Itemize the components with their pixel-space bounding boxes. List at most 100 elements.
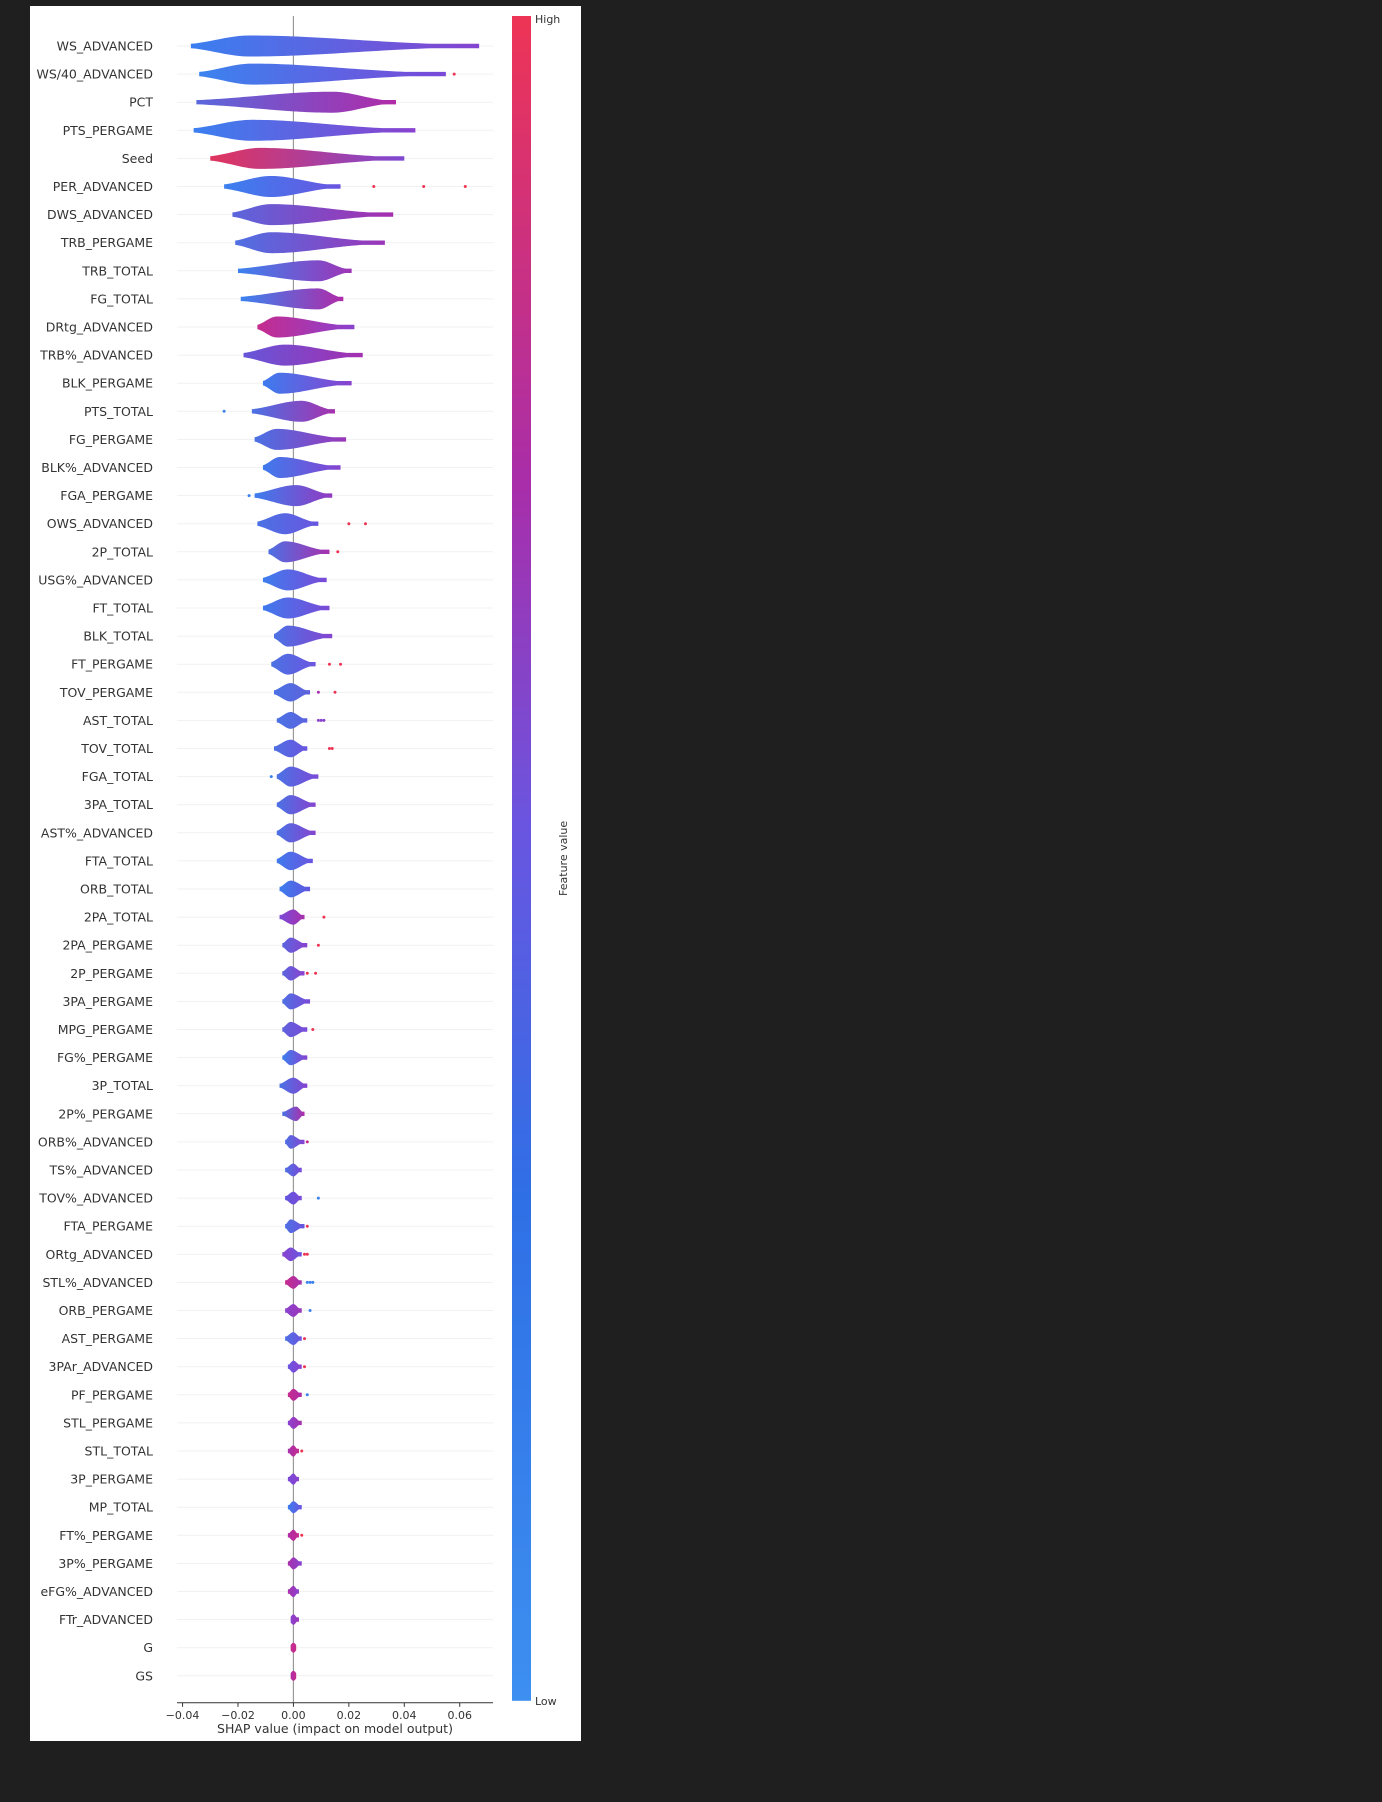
shap-summary-figure: WS_ADVANCED WS/40_ADVANCED PCT PTS_PERGAME S… xyxy=(30,6,581,1741)
colorbar-gradient xyxy=(512,16,531,1701)
x-axis-label: SHAP value (impact on model output) xyxy=(217,1721,453,1736)
feature-label-blk-advanced: BLK%_ADVANCED xyxy=(41,460,153,475)
feature-label-3p-pergame: 3P_PERGAME xyxy=(70,1472,153,1487)
violin-3par-advanced xyxy=(287,1360,302,1373)
violin-trb-pergame xyxy=(235,232,385,254)
outlier-2pa-total xyxy=(322,915,326,919)
feature-label-ws-advanced: WS_ADVANCED xyxy=(57,39,153,54)
outlier-tov-total xyxy=(330,747,334,750)
feature-label-dws-advanced: DWS_ADVANCED xyxy=(47,207,153,222)
violin-fga-pergame xyxy=(254,485,333,507)
outlier-pf-pergame xyxy=(305,1393,309,1397)
outlier-orb-pergame xyxy=(308,1309,312,1312)
feature-label-3p-pergame: 3P%_PERGAME xyxy=(58,1556,153,1571)
feature-label-3p-total: 3P_TOTAL xyxy=(92,1078,153,1093)
violin-dws-advanced xyxy=(232,204,394,226)
outlier-per-advanced xyxy=(463,185,467,188)
feature-label-efg-advanced: eFG%_ADVANCED xyxy=(40,1584,153,1599)
violin-ts-advanced xyxy=(285,1163,302,1177)
feature-label-3par-advanced: 3PAr_ADVANCED xyxy=(49,1359,154,1374)
outlier-tov-advanced xyxy=(316,1196,320,1200)
x-tick-label: −0.04 xyxy=(166,1709,200,1722)
feature-label-pts-pergame: PTS_PERGAME xyxy=(63,123,154,138)
violin-fg-total xyxy=(240,288,344,310)
feature-label-2pa-pergame: 2PA_PERGAME xyxy=(62,938,153,953)
violin-orb-total xyxy=(279,880,311,898)
feature-label-trb-pergame: TRB_PERGAME xyxy=(60,235,153,250)
violin-ast-pergame xyxy=(285,1332,302,1345)
outlier-ortg-advanced xyxy=(305,1252,309,1256)
feature-label-ast-pergame: AST_PERGAME xyxy=(62,1331,154,1346)
feature-label-ft-pergame: FT_PERGAME xyxy=(71,657,153,672)
feature-label-orb-pergame: ORB_PERGAME xyxy=(59,1303,153,1318)
violin-3p-pergame xyxy=(287,1557,302,1570)
feature-label-mp-total: MP_TOTAL xyxy=(89,1500,153,1515)
feature-label-ft-total: FT_TOTAL xyxy=(92,601,153,616)
feature-label-fg-total: FG_TOTAL xyxy=(90,291,153,306)
violin-seed xyxy=(210,147,405,169)
violin-tov-pergame xyxy=(274,683,311,702)
feature-label-tov-pergame: TOV_PERGAME xyxy=(59,685,153,700)
feature-label-fg-pergame: FG%_PERGAME xyxy=(57,1050,153,1065)
feature-label-stl-advanced: STL%_ADVANCED xyxy=(42,1275,153,1290)
feature-label-stl-total: STL_TOTAL xyxy=(85,1444,153,1459)
outlier-ows-advanced xyxy=(347,522,351,526)
violin-pts-pergame xyxy=(193,119,416,141)
violin-ft-total xyxy=(262,597,330,619)
row-gridlines xyxy=(177,45,493,1677)
violin-tov-advanced xyxy=(285,1191,302,1205)
outlier-3par-advanced xyxy=(303,1365,307,1369)
feature-label-fga-total: FGA_TOTAL xyxy=(82,769,153,784)
feature-label-ft-pergame: FT%_PERGAME xyxy=(59,1528,153,1543)
violin-stl-advanced xyxy=(285,1276,302,1289)
violin-fga-total xyxy=(276,766,319,787)
feature-label-pts-total: PTS_TOTAL xyxy=(84,404,153,419)
violin-fg-pergame xyxy=(254,428,347,450)
outlier-mpg-pergame xyxy=(311,1028,315,1031)
violins xyxy=(190,35,480,1681)
outlier-points xyxy=(222,72,467,1537)
violin-gs xyxy=(290,1670,297,1681)
feature-label-fg-pergame: FG_PERGAME xyxy=(69,432,153,447)
feature-label-2p-pergame: 2P_PERGAME xyxy=(70,966,153,981)
violin-drtg-advanced xyxy=(257,316,355,338)
outlier-pts-total xyxy=(222,409,226,413)
violin-orb-pergame xyxy=(285,1304,302,1317)
outlier-per-advanced xyxy=(372,185,376,188)
feature-label-3pa-total: 3PA_TOTAL xyxy=(84,797,153,812)
violin-tov-total xyxy=(274,739,308,758)
outlier-stl-advanced xyxy=(305,1280,309,1284)
feature-label-per-advanced: PER_ADVANCED xyxy=(53,179,153,194)
feature-label-trb-advanced: TRB%_ADVANCED xyxy=(39,348,153,363)
violin-usg-advanced xyxy=(262,569,327,591)
outlier-ft-pergame xyxy=(327,662,331,666)
violin-3p-pergame xyxy=(287,1473,299,1485)
colorbar: High Low Feature value xyxy=(512,13,570,1708)
feature-label-2p-total: 2P_TOTAL xyxy=(92,544,153,559)
feature-label-orb-total: ORB_TOTAL xyxy=(80,882,153,897)
feature-label-3pa-pergame: 3PA_PERGAME xyxy=(62,994,153,1009)
colorbar-low-label: Low xyxy=(535,1695,557,1708)
violin-fta-pergame xyxy=(285,1219,305,1233)
feature-label-2p-pergame: 2P%_PERGAME xyxy=(58,1106,153,1121)
outlier-2p-pergame xyxy=(305,971,309,975)
violin-2pa-total xyxy=(279,909,305,925)
feature-label-tov-advanced: TOV%_ADVANCED xyxy=(38,1191,153,1206)
outlier-ws-40-advanced xyxy=(452,72,456,76)
feature-label-ftr-advanced: FTr_ADVANCED xyxy=(59,1612,153,1627)
x-ticks: −0.04 −0.02 0.00 0.02 0.04 0.06 xyxy=(166,1702,472,1722)
outlier-tov-pergame xyxy=(333,690,337,694)
violin-mpg-pergame xyxy=(282,1021,308,1038)
feature-label-ts-advanced: TS%_ADVANCED xyxy=(48,1163,153,1178)
feature-label-blk-pergame: BLK_PERGAME xyxy=(62,376,153,391)
violin-ast-advanced xyxy=(276,823,316,843)
feature-label-mpg-pergame: MPG_PERGAME xyxy=(58,1022,153,1037)
violin-trb-total xyxy=(237,260,352,282)
feature-label-ast-total: AST_TOTAL xyxy=(83,713,153,728)
violin-ws-40-advanced xyxy=(199,63,446,85)
feature-label-pct: PCT xyxy=(129,95,153,110)
violin-trb-advanced xyxy=(243,344,363,366)
violin-mp-total xyxy=(287,1501,302,1514)
violin-efg-advanced xyxy=(287,1585,299,1598)
violin-ast-total xyxy=(276,712,308,729)
